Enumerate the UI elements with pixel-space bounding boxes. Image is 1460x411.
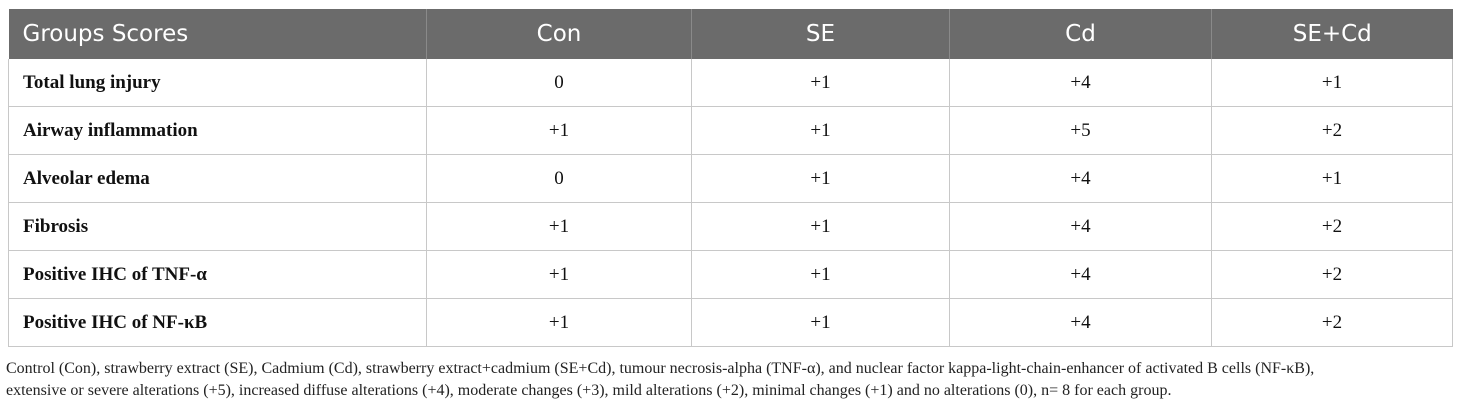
cell-se-cd: +2 xyxy=(1211,250,1453,299)
cell-se: +1 xyxy=(691,106,950,155)
footnote-line-2: extensive or severe alterations (+5), in… xyxy=(6,382,1172,399)
row-label: Positive IHC of TNF-α xyxy=(8,250,427,299)
scores-table: Groups Scores Con SE Cd SE+Cd Total lung… xyxy=(8,9,1453,347)
table-row: Positive IHC of TNF-α +1 +1 +4 +2 xyxy=(8,250,1453,299)
cell-con: +1 xyxy=(426,298,692,347)
cell-cd: +4 xyxy=(949,59,1212,107)
header-se-cd: SE+Cd xyxy=(1211,9,1453,59)
row-label: Fibrosis xyxy=(8,202,427,251)
row-label: Total lung injury xyxy=(8,59,427,107)
cell-con: +1 xyxy=(426,250,692,299)
header-cd: Cd xyxy=(949,9,1212,59)
footnote-line-1: Control (Con), strawberry extract (SE), … xyxy=(6,360,1315,377)
cell-se-cd: +2 xyxy=(1211,106,1453,155)
cell-se-cd: +2 xyxy=(1211,202,1453,251)
cell-cd: +4 xyxy=(949,202,1212,251)
cell-cd: +4 xyxy=(949,298,1212,347)
cell-se-cd: +1 xyxy=(1211,154,1453,203)
scores-table-container: Groups Scores Con SE Cd SE+Cd Total lung… xyxy=(8,9,1453,347)
table-row: Positive IHC of NF-κB +1 +1 +4 +2 xyxy=(8,298,1453,347)
cell-con: 0 xyxy=(426,154,692,203)
cell-se: +1 xyxy=(691,202,950,251)
cell-se: +1 xyxy=(691,154,950,203)
cell-se-cd: +1 xyxy=(1211,59,1453,107)
cell-con: +1 xyxy=(426,106,692,155)
cell-se: +1 xyxy=(691,59,950,107)
table-row: Airway inflammation +1 +1 +5 +2 xyxy=(8,106,1453,155)
cell-se-cd: +2 xyxy=(1211,298,1453,347)
cell-se: +1 xyxy=(691,298,950,347)
cell-se: +1 xyxy=(691,250,950,299)
table-row: Alveolar edema 0 +1 +4 +1 xyxy=(8,154,1453,203)
header-se: SE xyxy=(691,9,950,59)
header-row: Groups Scores Con SE Cd SE+Cd xyxy=(8,9,1453,59)
row-label: Alveolar edema xyxy=(8,154,427,203)
row-label: Positive IHC of NF-κB xyxy=(8,298,427,347)
row-label: Airway inflammation xyxy=(8,106,427,155)
cell-cd: +5 xyxy=(949,106,1212,155)
table-footnote: Control (Con), strawberry extract (SE), … xyxy=(6,358,1456,402)
cell-cd: +4 xyxy=(949,250,1212,299)
table-row: Fibrosis +1 +1 +4 +2 xyxy=(8,202,1453,251)
table-row: Total lung injury 0 +1 +4 +1 xyxy=(8,59,1453,107)
cell-con: 0 xyxy=(426,59,692,107)
cell-cd: +4 xyxy=(949,154,1212,203)
cell-con: +1 xyxy=(426,202,692,251)
header-groups-scores: Groups Scores xyxy=(8,9,427,59)
header-con: Con xyxy=(426,9,692,59)
